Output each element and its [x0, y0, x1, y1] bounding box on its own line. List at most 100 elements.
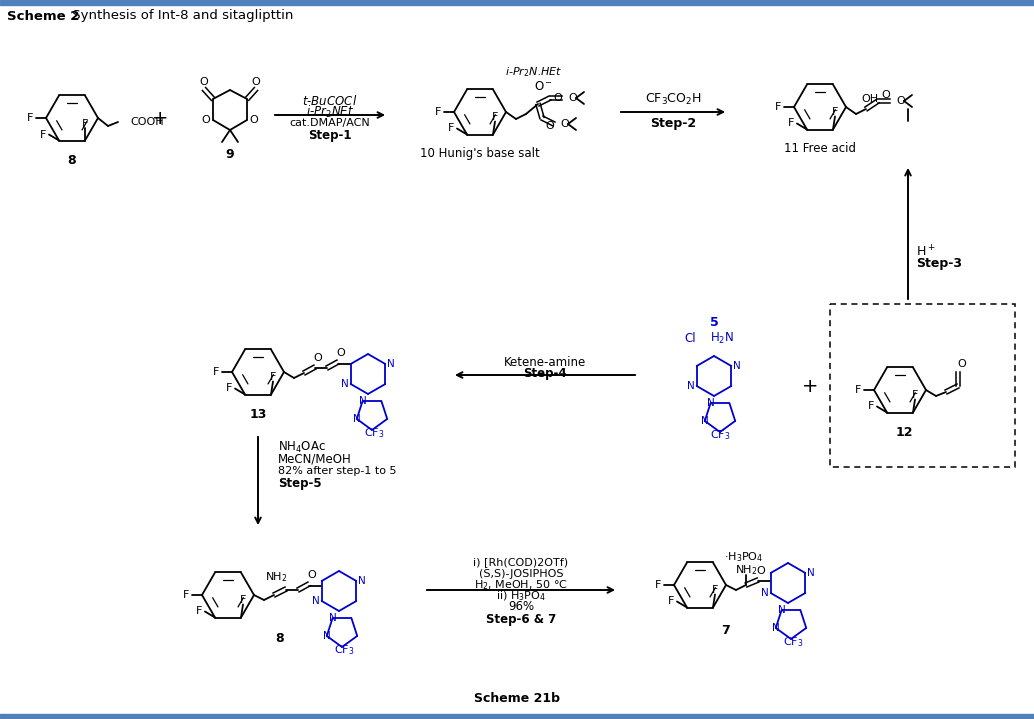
- Text: N: N: [312, 596, 320, 606]
- Text: O: O: [308, 570, 316, 580]
- Bar: [0, 714, 1034, 719]
- Text: N: N: [778, 605, 786, 615]
- Text: 13: 13: [249, 408, 267, 421]
- Text: N: N: [687, 381, 695, 391]
- Text: 8: 8: [276, 631, 284, 644]
- Text: Step-2: Step-2: [650, 116, 696, 129]
- Text: H$^+$: H$^+$: [916, 244, 936, 260]
- Text: ·H$_3$PO$_4$: ·H$_3$PO$_4$: [724, 550, 764, 564]
- Text: +: +: [801, 377, 818, 396]
- Text: 96%: 96%: [508, 600, 535, 613]
- Text: Synthesis of Int-8 and sitaglipttin: Synthesis of Int-8 and sitaglipttin: [68, 9, 294, 22]
- Text: N: N: [353, 414, 361, 424]
- Text: ii) H$_3$PO$_4$: ii) H$_3$PO$_4$: [496, 589, 546, 603]
- Text: CF$_3$: CF$_3$: [334, 643, 355, 657]
- Text: F: F: [855, 385, 861, 395]
- Text: NH$_4$OAc: NH$_4$OAc: [278, 439, 326, 454]
- Text: N: N: [388, 359, 395, 369]
- Text: O: O: [882, 90, 890, 100]
- Text: CF$_3$: CF$_3$: [364, 426, 385, 440]
- Text: N: N: [733, 361, 741, 371]
- Text: O: O: [560, 119, 569, 129]
- Text: O: O: [313, 353, 323, 363]
- Text: N: N: [329, 613, 336, 623]
- Text: N: N: [359, 576, 366, 586]
- Text: $i$-Pr$_2$NEt: $i$-Pr$_2$NEt: [306, 104, 355, 120]
- Text: O: O: [251, 77, 261, 87]
- Text: 12: 12: [895, 426, 913, 439]
- Text: MeCN/MeOH: MeCN/MeOH: [278, 452, 352, 465]
- Text: F: F: [195, 605, 203, 615]
- Text: O: O: [200, 77, 209, 87]
- Text: $t$-BuCOCl: $t$-BuCOCl: [302, 94, 358, 108]
- Text: F: F: [868, 400, 874, 411]
- Text: O$^-$: O$^-$: [535, 80, 553, 93]
- Text: N: N: [761, 588, 768, 598]
- Text: Scheme 21b: Scheme 21b: [474, 692, 560, 705]
- Text: CF$_3$: CF$_3$: [709, 428, 730, 442]
- Text: F: F: [240, 595, 246, 605]
- Text: Step-6 & 7: Step-6 & 7: [486, 613, 556, 626]
- Text: Cl: Cl: [685, 331, 696, 344]
- Text: COOH: COOH: [130, 117, 163, 127]
- Text: O: O: [896, 96, 905, 106]
- Text: 82% after step-1 to 5: 82% after step-1 to 5: [278, 466, 396, 476]
- Text: O: O: [568, 93, 577, 103]
- Text: (S,S)-JOSIPHOS: (S,S)-JOSIPHOS: [479, 569, 564, 579]
- Text: F: F: [831, 106, 839, 116]
- Text: i) [Rh(COD)2OTf): i) [Rh(COD)2OTf): [474, 557, 569, 567]
- Text: F: F: [40, 129, 47, 139]
- Text: Scheme 2: Scheme 2: [7, 9, 80, 22]
- Text: O: O: [546, 121, 554, 131]
- Text: 11 Free acid: 11 Free acid: [784, 142, 856, 155]
- Text: N: N: [772, 623, 780, 633]
- Text: O: O: [337, 348, 345, 358]
- Text: O: O: [957, 359, 967, 369]
- Text: O: O: [249, 115, 258, 125]
- Text: N: N: [706, 398, 714, 408]
- Text: NH$_2$: NH$_2$: [735, 563, 757, 577]
- Bar: [0, 0, 1034, 5]
- Text: Step-1: Step-1: [308, 129, 352, 142]
- Text: F: F: [225, 383, 233, 393]
- Text: H$_2$, MeOH, 50 °C: H$_2$, MeOH, 50 °C: [474, 578, 568, 592]
- Text: H$_2$N: H$_2$N: [710, 331, 734, 346]
- Text: 10 Hunig's base salt: 10 Hunig's base salt: [420, 147, 540, 160]
- Text: 5: 5: [709, 316, 719, 329]
- Text: F: F: [711, 585, 719, 595]
- Text: CF$_3$CO$_2$H: CF$_3$CO$_2$H: [644, 91, 701, 106]
- Text: F: F: [213, 367, 219, 377]
- Text: N: N: [341, 379, 348, 389]
- Text: F: F: [774, 102, 782, 112]
- Text: O: O: [202, 115, 210, 125]
- Text: F: F: [655, 580, 661, 590]
- Text: F: F: [668, 595, 674, 605]
- Text: N: N: [323, 631, 331, 641]
- Text: 7: 7: [722, 625, 730, 638]
- Text: Step-5: Step-5: [278, 477, 322, 490]
- Text: Ketene-amine: Ketene-amine: [504, 355, 586, 369]
- Text: 9: 9: [225, 147, 235, 160]
- Text: O: O: [757, 566, 765, 576]
- Text: cat.DMAP/ACN: cat.DMAP/ACN: [290, 118, 370, 128]
- Text: F: F: [27, 113, 33, 123]
- Text: OH: OH: [861, 94, 879, 104]
- Text: F: F: [492, 111, 498, 122]
- Text: N: N: [808, 568, 815, 578]
- Text: F: F: [788, 117, 794, 127]
- Text: F: F: [183, 590, 189, 600]
- Text: Step-3: Step-3: [916, 257, 962, 270]
- Text: +: +: [152, 109, 169, 127]
- Text: F: F: [912, 390, 918, 400]
- Text: CF$_3$: CF$_3$: [783, 635, 803, 649]
- Text: O: O: [553, 93, 562, 103]
- Text: 8: 8: [67, 153, 77, 167]
- Text: NH$_2$: NH$_2$: [265, 570, 287, 584]
- Text: F: F: [82, 119, 88, 129]
- Text: N: N: [701, 416, 708, 426]
- Text: $i$-Pr$_2$N.HEt: $i$-Pr$_2$N.HEt: [506, 65, 562, 79]
- Text: N: N: [359, 396, 366, 406]
- Text: F: F: [270, 372, 276, 382]
- Text: F: F: [435, 107, 442, 117]
- Text: F: F: [448, 122, 454, 132]
